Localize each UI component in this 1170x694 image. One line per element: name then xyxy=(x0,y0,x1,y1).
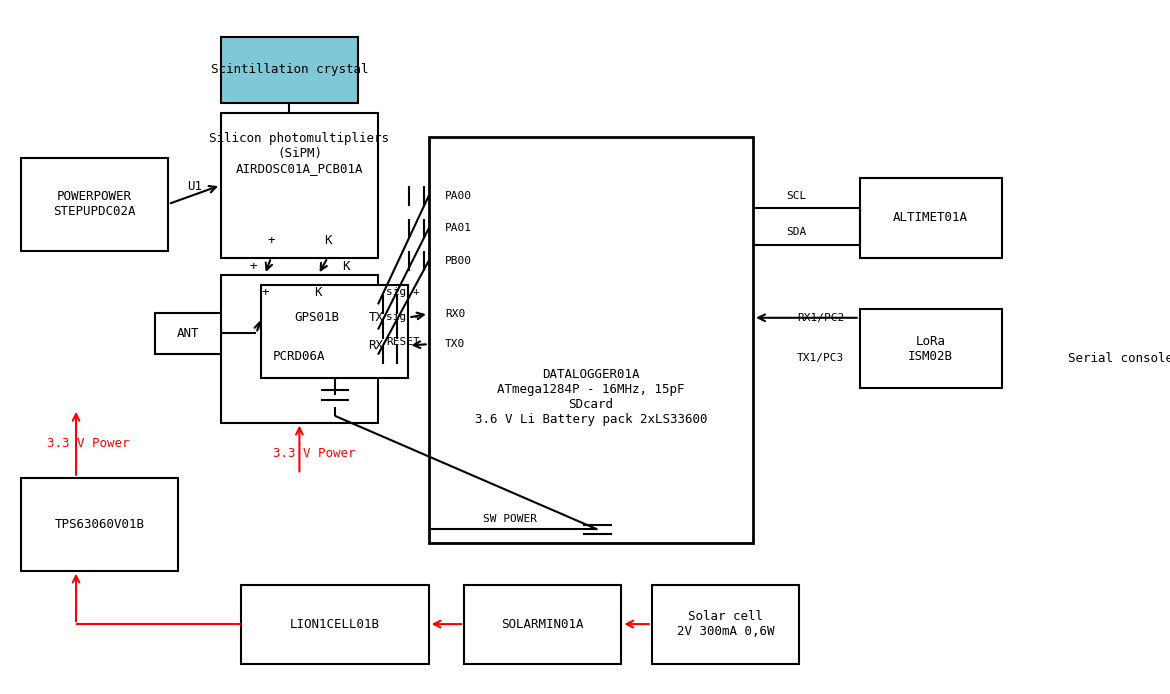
Text: SDA: SDA xyxy=(786,227,806,237)
Text: 3.3 V Power: 3.3 V Power xyxy=(47,437,130,450)
Text: Scintillation crystal: Scintillation crystal xyxy=(211,63,369,76)
Text: RX1/PC2: RX1/PC2 xyxy=(797,313,845,323)
Text: PCRD06A: PCRD06A xyxy=(273,350,325,363)
FancyBboxPatch shape xyxy=(652,584,799,663)
Text: PA01: PA01 xyxy=(445,223,472,233)
Text: U1: U1 xyxy=(187,180,202,194)
FancyBboxPatch shape xyxy=(221,37,358,103)
FancyBboxPatch shape xyxy=(464,584,621,663)
FancyBboxPatch shape xyxy=(860,178,1002,257)
Text: GPS01B: GPS01B xyxy=(295,311,339,324)
FancyBboxPatch shape xyxy=(154,312,221,354)
FancyBboxPatch shape xyxy=(21,158,168,251)
Text: RESET: RESET xyxy=(386,337,420,347)
FancyBboxPatch shape xyxy=(261,285,408,378)
Text: TX: TX xyxy=(369,311,384,324)
Text: ALTIMET01A: ALTIMET01A xyxy=(893,212,969,224)
FancyBboxPatch shape xyxy=(21,477,178,570)
Text: SCL: SCL xyxy=(786,191,806,201)
FancyBboxPatch shape xyxy=(860,309,1002,389)
Text: K: K xyxy=(342,260,350,273)
Text: Silicon photomultipliers
(SiPM)
AIRDOSC01A_PCB01A: Silicon photomultipliers (SiPM) AIRDOSC0… xyxy=(209,132,390,175)
Text: PB00: PB00 xyxy=(445,256,472,266)
Text: RX: RX xyxy=(369,339,384,352)
Text: +: + xyxy=(268,234,275,246)
Text: +: + xyxy=(249,260,256,273)
Text: PA00: PA00 xyxy=(445,191,472,201)
Text: POWERPOWER
STEPUPDC02A: POWERPOWER STEPUPDC02A xyxy=(54,190,136,218)
Text: SW POWER: SW POWER xyxy=(483,514,537,524)
Text: TX0: TX0 xyxy=(445,339,466,349)
Text: ANT: ANT xyxy=(177,327,199,340)
Text: K: K xyxy=(315,286,322,299)
Text: K: K xyxy=(324,234,331,246)
Text: Serial console: Serial console xyxy=(1067,352,1170,365)
FancyBboxPatch shape xyxy=(241,584,428,663)
Text: TX1/PC3: TX1/PC3 xyxy=(797,353,845,364)
Text: LION1CELL01B: LION1CELL01B xyxy=(290,618,380,631)
Text: LoRa
ISM02B: LoRa ISM02B xyxy=(908,335,954,363)
Text: sig +: sig + xyxy=(386,287,420,297)
FancyBboxPatch shape xyxy=(428,137,753,543)
Text: TPS63060V01B: TPS63060V01B xyxy=(55,518,145,531)
Text: sig -: sig - xyxy=(386,312,420,322)
Text: RX0: RX0 xyxy=(445,309,466,319)
Text: DATALOGGER01A
ATmega1284P - 16MHz, 15pF
SDcard
3.6 V Li Battery pack 2xLS33600: DATALOGGER01A ATmega1284P - 16MHz, 15pF … xyxy=(475,368,707,426)
Text: +: + xyxy=(261,286,269,299)
FancyBboxPatch shape xyxy=(221,113,378,257)
Text: Solar cell
2V 300mA 0,6W: Solar cell 2V 300mA 0,6W xyxy=(676,610,775,638)
FancyBboxPatch shape xyxy=(221,275,378,423)
Text: SOLARMIN01A: SOLARMIN01A xyxy=(502,618,584,631)
Text: 3.3 V Power: 3.3 V Power xyxy=(274,447,356,460)
